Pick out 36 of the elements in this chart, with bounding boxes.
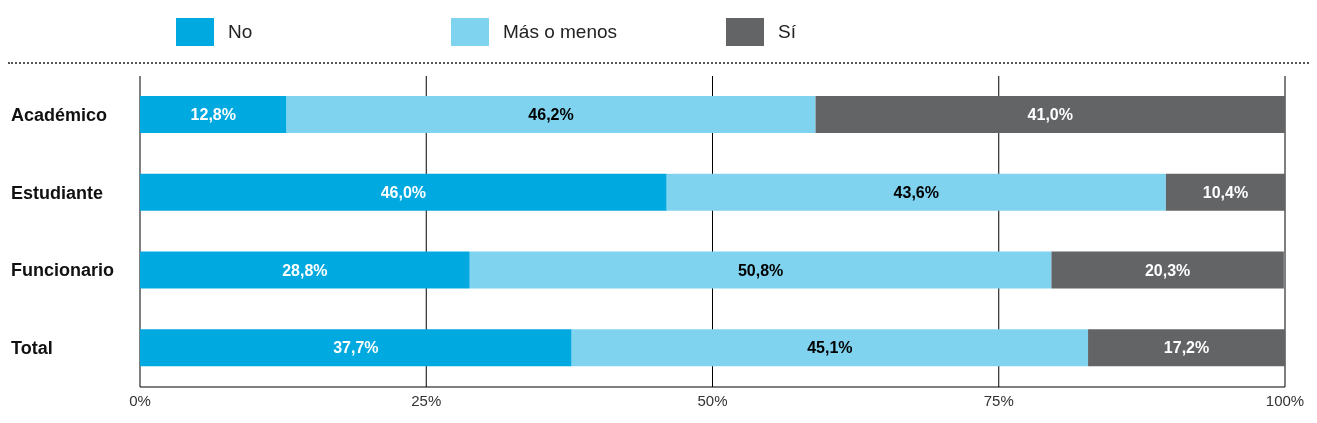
bar bbox=[1088, 329, 1285, 367]
y-tick-label: Total bbox=[11, 338, 53, 359]
bar bbox=[1051, 251, 1284, 289]
x-tick-label: 75% bbox=[983, 391, 1014, 409]
data-label: 10,4% bbox=[1202, 183, 1249, 201]
bar bbox=[140, 173, 667, 211]
y-tick-label: Funcionario bbox=[11, 260, 114, 281]
bar bbox=[666, 173, 1166, 211]
bar bbox=[571, 329, 1089, 367]
bar bbox=[469, 251, 1052, 289]
data-label: 12,8% bbox=[190, 106, 236, 124]
data-label: 46,2% bbox=[528, 106, 574, 124]
legend-label: Más o menos bbox=[503, 21, 618, 43]
data-label: 20,3% bbox=[1144, 261, 1191, 279]
x-tick-label: 25% bbox=[411, 391, 442, 409]
data-label: 45,1% bbox=[807, 339, 853, 357]
bar bbox=[140, 251, 470, 289]
x-tick-label: 0% bbox=[129, 391, 151, 409]
y-tick-label: Estudiante bbox=[11, 182, 104, 203]
bar bbox=[140, 96, 287, 133]
x-tick-label: 100% bbox=[1265, 391, 1305, 409]
bar bbox=[1165, 173, 1285, 211]
data-label: 28,8% bbox=[282, 261, 328, 279]
x-tick-label: 50% bbox=[697, 391, 728, 409]
data-label: 41,0% bbox=[1027, 106, 1073, 124]
y-tick-label: Académico bbox=[11, 104, 108, 125]
bar bbox=[140, 329, 572, 367]
data-label: 43,6% bbox=[893, 183, 939, 201]
bar bbox=[815, 96, 1285, 133]
legend-label: No bbox=[228, 21, 253, 43]
legend-label: Sí bbox=[778, 21, 796, 43]
data-label: 46,0% bbox=[380, 183, 427, 201]
data-label: 37,7% bbox=[333, 339, 379, 357]
bar bbox=[286, 96, 816, 133]
data-label: 17,2% bbox=[1163, 339, 1210, 357]
data-label: 50,8% bbox=[737, 261, 784, 279]
